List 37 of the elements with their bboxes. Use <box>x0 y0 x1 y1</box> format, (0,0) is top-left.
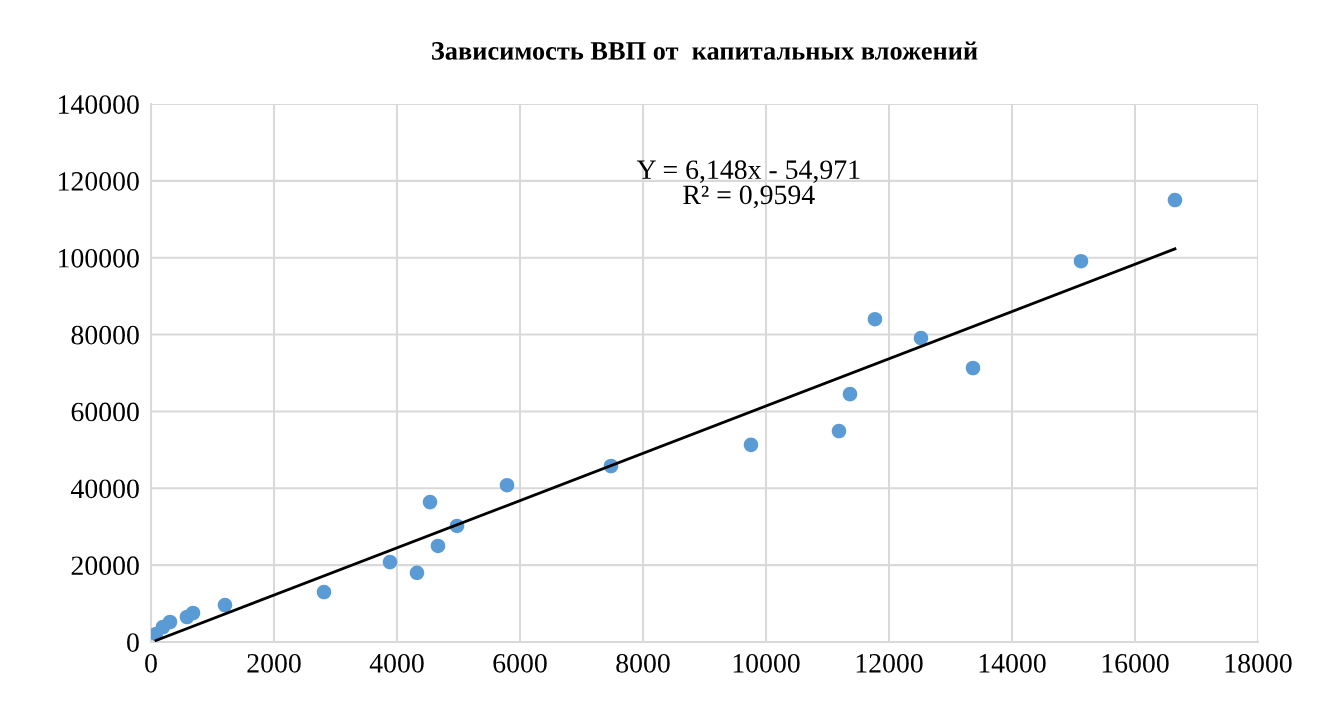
y-tick-label: 40000 <box>70 479 139 499</box>
y-tick-label: 100000 <box>59 248 139 268</box>
point <box>409 565 425 581</box>
y-tick-label: 20000 <box>71 556 139 576</box>
x-tick-label: 14000 <box>979 653 1046 673</box>
point <box>316 584 332 600</box>
point <box>867 311 883 327</box>
point <box>842 386 858 402</box>
point <box>217 597 233 613</box>
y-tick-label: 140000 <box>59 95 139 114</box>
x-tick-label: 18000 <box>1225 653 1292 673</box>
x-tick-label: 2000 <box>247 653 301 673</box>
point <box>831 423 847 439</box>
point <box>422 494 438 510</box>
x-tick-label: 16000 <box>1102 653 1169 673</box>
x-tick-label: 4000 <box>369 653 424 673</box>
x-tick-label: 10000 <box>733 653 800 673</box>
y-tick-label: 80000 <box>71 325 139 345</box>
point <box>743 437 759 453</box>
x-tick-label: 0 <box>145 653 157 673</box>
point <box>499 477 515 493</box>
point <box>185 605 201 621</box>
chart-title: Зависимость ВВП от капитальных вложений <box>432 41 978 60</box>
point <box>1073 253 1089 269</box>
y-tick-label: 0 <box>127 633 139 652</box>
x-tick-label: 6000 <box>493 653 547 673</box>
point <box>913 330 929 346</box>
point <box>162 614 178 630</box>
point <box>430 538 446 554</box>
annotation: Y = 6,148x - 54,971 R² = 0,9594 <box>636 160 860 209</box>
x-tick-label: 8000 <box>616 653 670 673</box>
point <box>965 360 981 376</box>
point <box>382 554 398 570</box>
x-tick-label: 12000 <box>856 653 923 673</box>
y-tick-label: 120000 <box>59 172 139 191</box>
point <box>1167 192 1183 208</box>
y-tick-label: 60000 <box>71 402 139 422</box>
